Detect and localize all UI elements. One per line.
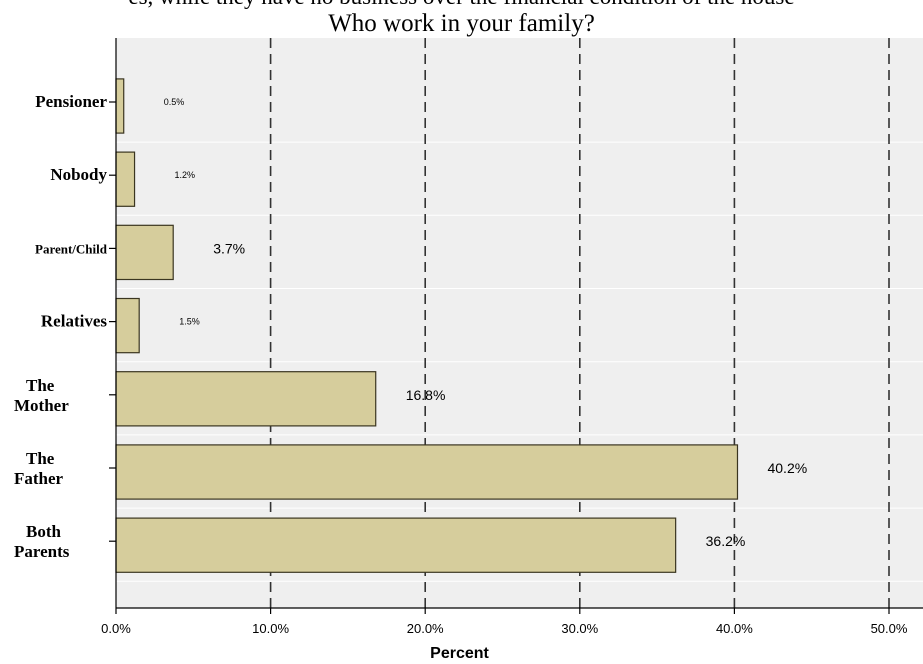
x-tick-label: 0.0% (101, 621, 131, 636)
category-label: Relatives (41, 312, 107, 331)
cut-off-caption-text: es, while they have no business over the… (0, 0, 923, 10)
x-tick-label: 50.0% (871, 621, 908, 636)
x-tick-label: 20.0% (407, 621, 444, 636)
bar (115, 371, 377, 427)
bar (115, 151, 136, 207)
x-tick-label: 40.0% (716, 621, 753, 636)
plot-area (116, 38, 923, 608)
category-label-line: Nobody (50, 165, 107, 184)
category-label-line: Father (14, 469, 64, 488)
x-axis-title: Percent (430, 645, 489, 662)
category-label-line: Parents (14, 542, 70, 561)
category-label: Nobody (50, 165, 107, 184)
chart-title: Who work in your family? (328, 10, 595, 37)
category-label-line: Both (26, 522, 62, 541)
bar (115, 78, 125, 134)
category-label-line: Relatives (41, 312, 107, 331)
category-label-line: Parent/Child (35, 241, 108, 256)
bar (115, 517, 677, 573)
data-label: 0.5% (164, 97, 185, 107)
data-label: 40.2% (767, 460, 807, 476)
labels: 0.0% 10.0% 20.0% 30.0% 40.0% 50.0% Pensioner No… (14, 92, 908, 636)
category-label: The Father (14, 449, 64, 488)
category-label: Both Parents (14, 522, 70, 561)
bar (115, 444, 739, 500)
category-label-line: Pensioner (35, 92, 107, 111)
category-label-line: The (26, 376, 55, 395)
axes (109, 38, 923, 614)
category-label-line: Mother (14, 396, 69, 415)
data-label: 36.2% (706, 533, 746, 549)
data-label: 1.5% (179, 317, 200, 327)
bar (115, 224, 174, 281)
category-label-line: The (26, 449, 55, 468)
bars (115, 78, 739, 573)
data-label: 3.7% (213, 240, 245, 256)
category-label: Parent/Child (35, 241, 108, 256)
x-tick-label: 10.0% (252, 621, 289, 636)
category-label: Pensioner (35, 92, 107, 111)
grid-lines (116, 38, 923, 608)
category-label: The Mother (14, 376, 69, 415)
data-label: 16.8% (406, 387, 446, 403)
bar (115, 297, 140, 354)
x-tick-label: 30.0% (561, 621, 598, 636)
data-label: 1.2% (175, 170, 196, 180)
